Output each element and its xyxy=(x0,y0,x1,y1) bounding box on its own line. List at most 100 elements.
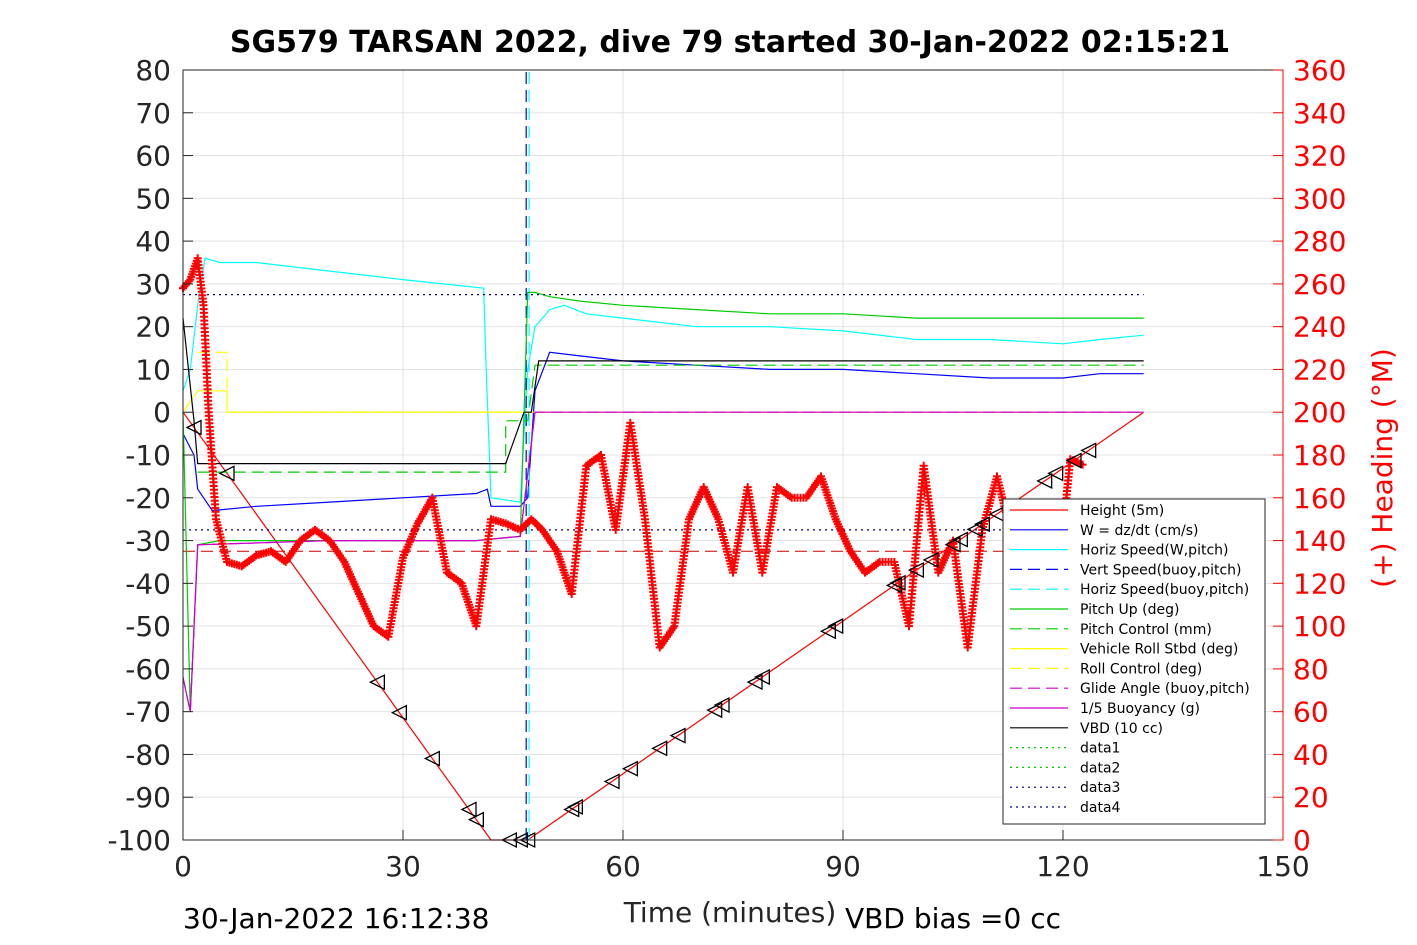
footer-vbd-bias: VBD bias =0 cc xyxy=(845,902,1061,935)
triangle-marker xyxy=(966,521,983,538)
y2-tick-label: 340 xyxy=(1293,97,1346,130)
triangle-marker xyxy=(951,531,968,548)
legend-entry: Vert Speed(buoy,pitch) xyxy=(1080,562,1242,578)
y-tick-label: -20 xyxy=(125,482,171,515)
y2-tick-label: 0 xyxy=(1293,824,1311,857)
triangle-marker xyxy=(827,618,844,635)
y-tick-label: -90 xyxy=(125,781,171,814)
footer-timestamp: 30-Jan-2022 16:12:38 xyxy=(183,902,489,935)
series-layer xyxy=(182,70,1145,841)
triangle-marker xyxy=(423,750,440,767)
y-tick-label: 10 xyxy=(135,353,171,386)
legend-entry: Horiz Speed(W,pitch) xyxy=(1080,543,1228,559)
y-tick-label: 0 xyxy=(153,396,171,429)
triangle-marker xyxy=(390,704,407,721)
legend-entry: VBD (10 cc) xyxy=(1080,721,1163,737)
right-axis-label: (+) Heading (°M) xyxy=(1366,348,1399,588)
y2-tick-label: 220 xyxy=(1293,353,1346,386)
triangle-marker xyxy=(713,696,730,714)
triangle-marker xyxy=(460,801,477,818)
triangle-marker xyxy=(368,674,385,691)
legend-entry: Horiz Speed(buoy,pitch) xyxy=(1080,582,1249,598)
x-tick-label: 90 xyxy=(825,850,861,883)
triangle-marker xyxy=(746,674,763,691)
depth-markers xyxy=(185,419,1097,849)
series-line-10 xyxy=(182,411,1144,712)
triangle-marker xyxy=(651,740,668,757)
y-tick-label: 70 xyxy=(135,97,171,130)
legend-entry: Height (5m) xyxy=(1080,503,1164,519)
y2-tick-label: 280 xyxy=(1293,225,1346,258)
triangle-marker xyxy=(1047,465,1064,482)
triangle-marker xyxy=(621,760,638,777)
triangle-marker xyxy=(566,798,583,815)
y-tick-label: -60 xyxy=(125,653,171,686)
y2-tick-label: 240 xyxy=(1293,311,1346,344)
legend-entry: data2 xyxy=(1080,760,1120,776)
y-tick-label: -30 xyxy=(125,525,171,558)
y-tick-label: -70 xyxy=(125,696,171,729)
triangle-marker xyxy=(819,623,836,640)
x-tick-label: 150 xyxy=(1256,850,1309,883)
triangle-marker xyxy=(973,516,990,533)
triangle-marker xyxy=(603,773,620,790)
triangle-marker xyxy=(944,536,961,553)
legend-entry: Pitch Control (mm) xyxy=(1080,622,1212,638)
triangle-marker xyxy=(467,811,484,828)
y-tick-label: 30 xyxy=(135,268,171,301)
x-axis-label: Time (minutes) xyxy=(623,896,837,929)
y2-tick-label: 100 xyxy=(1293,610,1346,643)
series-line-11 xyxy=(182,318,1144,465)
y-tick-label: -50 xyxy=(125,610,171,643)
y2-tick-label: 60 xyxy=(1293,696,1329,729)
triangle-marker xyxy=(218,465,235,482)
legend-entry: data4 xyxy=(1080,800,1121,816)
y-tick-label: -40 xyxy=(125,567,171,600)
y2-tick-label: 120 xyxy=(1293,567,1346,600)
legend-entry: W = dz/dt (cm/s) xyxy=(1080,523,1199,539)
x-tick-label: 30 xyxy=(385,850,421,883)
series-line-6 xyxy=(197,364,1144,473)
series-line-2 xyxy=(182,257,1144,503)
legend-entry: 1/5 Buoyancy (g) xyxy=(1080,701,1200,717)
y2-tick-label: 140 xyxy=(1293,525,1346,558)
triangle-marker xyxy=(753,668,770,686)
legend-entry: data3 xyxy=(1080,780,1120,796)
y2-tick-label: 300 xyxy=(1293,182,1346,215)
y-tick-label: -80 xyxy=(125,738,171,771)
x-tick-label: 60 xyxy=(605,850,641,883)
legend-entry: Roll Control (deg) xyxy=(1080,661,1202,677)
legend-entry: Pitch Up (deg) xyxy=(1080,602,1179,618)
legend: Height (5m) W = dz/dt (cm/s) Horiz Speed(W… xyxy=(1002,498,1266,825)
chart-title: SG579 TARSAN 2022, dive 79 started 30-Ja… xyxy=(230,25,1230,60)
y2-tick-label: 320 xyxy=(1293,140,1346,173)
y2-tick-label: 260 xyxy=(1293,268,1346,301)
triangle-marker xyxy=(1036,472,1053,490)
triangle-marker xyxy=(185,419,202,436)
y2-tick-label: 360 xyxy=(1293,54,1346,87)
triangle-marker xyxy=(706,702,723,719)
x-tick-label: 0 xyxy=(174,850,192,883)
y2-tick-label: 160 xyxy=(1293,482,1346,515)
x-tick-label: 120 xyxy=(1036,850,1089,883)
legend-entry: Glide Angle (buoy,pitch) xyxy=(1080,681,1250,697)
triangle-marker xyxy=(907,562,924,579)
y2-tick-label: 180 xyxy=(1293,439,1346,472)
y2-tick-label: 80 xyxy=(1293,653,1329,686)
legend-entry: data1 xyxy=(1080,741,1120,757)
y-tick-label: 80 xyxy=(135,54,171,87)
legend-box xyxy=(1002,498,1266,825)
y-tick-label: 40 xyxy=(135,225,171,258)
legend-entry: Vehicle Roll Stbd (deg) xyxy=(1080,642,1238,658)
triangle-marker xyxy=(669,727,686,744)
y2-tick-label: 40 xyxy=(1293,738,1329,771)
triangle-marker xyxy=(922,551,939,568)
y2-tick-label: 20 xyxy=(1293,781,1329,814)
triangle-marker xyxy=(1065,452,1082,469)
y-tick-label: -10 xyxy=(125,439,171,472)
y-tick-label: -100 xyxy=(107,824,171,857)
axis-ticks: 0 30 60 90 120 15080706050403020100-10-20-30-… xyxy=(107,54,1346,883)
y-tick-label: 20 xyxy=(135,311,171,344)
y2-tick-label: 200 xyxy=(1293,396,1346,429)
